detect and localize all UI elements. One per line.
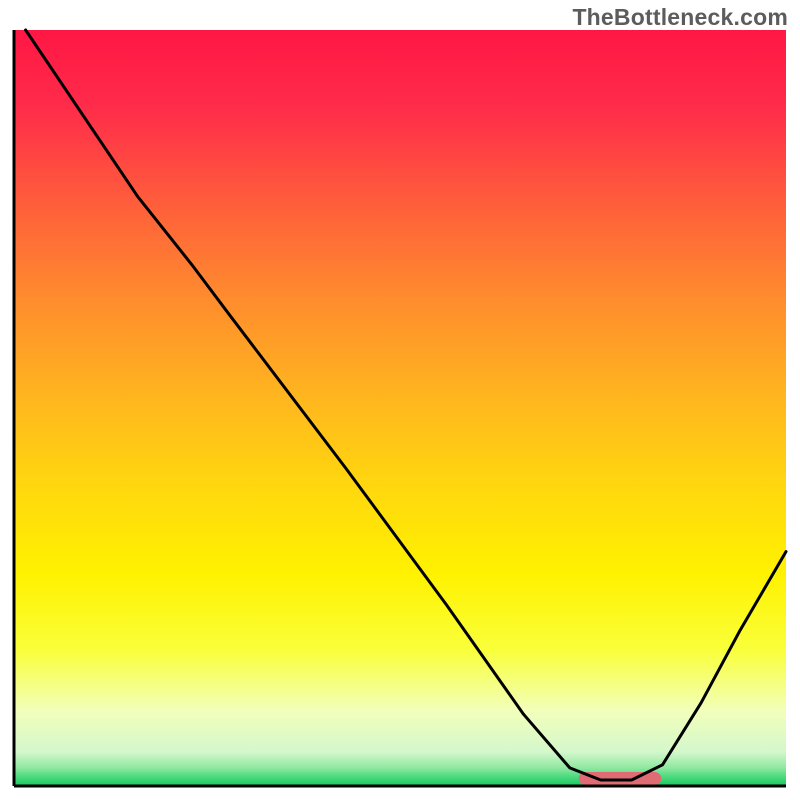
plot-background [14,30,786,786]
chart-svg [0,0,800,800]
chart-stage: { "image": { "width": 800, "height": 800… [0,0,800,800]
watermark-text: TheBottleneck.com [572,4,788,31]
